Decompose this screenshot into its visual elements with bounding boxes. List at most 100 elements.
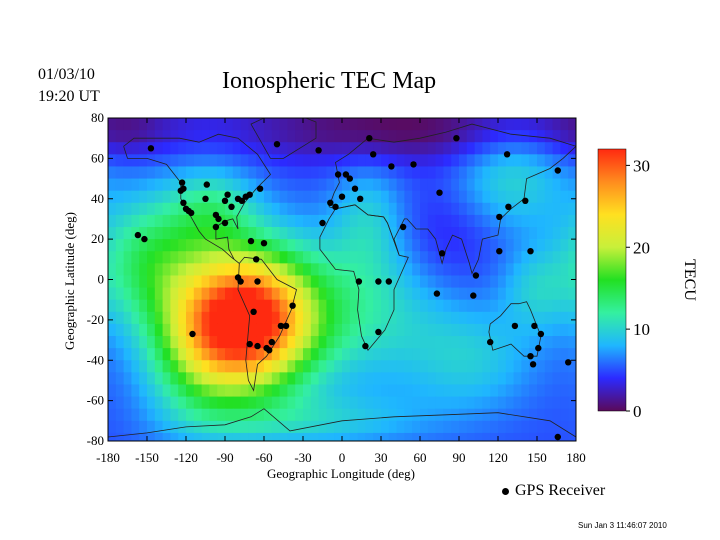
heat-cell <box>256 251 265 264</box>
heat-cell <box>108 287 117 301</box>
heat-cell <box>131 372 140 386</box>
heat-cell <box>123 408 132 422</box>
heat-cell <box>279 372 288 386</box>
heat-cell <box>248 130 257 143</box>
heat-cell <box>108 408 117 422</box>
x-tick-label: 150 <box>527 450 547 465</box>
heat-cell <box>201 251 210 264</box>
heat-cell <box>357 360 366 373</box>
heat-cell <box>466 348 476 361</box>
heat-cell <box>318 384 327 398</box>
gps-receiver-point <box>180 185 187 192</box>
colorbar-tick-label: 30 <box>633 156 650 175</box>
heat-cell <box>334 384 343 398</box>
heat-cell <box>232 142 242 155</box>
heat-cell <box>147 214 156 228</box>
x-tick-label: -150 <box>135 450 159 465</box>
heat-cell <box>349 311 359 325</box>
heat-cell <box>342 275 351 289</box>
heat-cell <box>381 384 390 398</box>
heat-cell <box>186 311 195 325</box>
heat-cell <box>310 166 320 180</box>
heat-cell <box>271 420 281 434</box>
heat-cell <box>287 408 296 422</box>
heat-cell <box>544 190 554 204</box>
heat-cell <box>139 227 148 240</box>
heat-cell <box>170 142 179 155</box>
heat-cell <box>474 190 483 204</box>
heat-cell <box>334 396 343 410</box>
heat-cell <box>513 263 522 277</box>
heat-cell <box>521 239 530 252</box>
heat-cell <box>529 178 538 192</box>
heat-cell <box>209 178 218 192</box>
heat-cell <box>108 336 117 349</box>
heat-cell <box>295 408 304 422</box>
heat-cell <box>342 420 351 434</box>
heat-cell <box>396 166 405 180</box>
heat-cell <box>326 372 335 386</box>
heat-cell <box>123 420 132 434</box>
heat-cell <box>162 396 171 410</box>
heat-cell <box>139 396 148 410</box>
heat-cell <box>388 299 398 313</box>
heat-cell <box>568 432 576 441</box>
heat-cell <box>193 166 203 180</box>
heat-cell <box>154 336 164 349</box>
heat-cell <box>193 227 203 240</box>
heat-cell <box>482 420 491 434</box>
heat-cell <box>225 166 234 180</box>
heat-cell <box>404 348 413 361</box>
heat-cell <box>248 360 257 373</box>
heat-cell <box>162 227 171 240</box>
heat-cell <box>162 432 171 441</box>
heat-cell <box>505 432 515 441</box>
heat-cell <box>225 408 234 422</box>
heat-cell <box>318 202 327 216</box>
heat-cell <box>318 360 327 373</box>
heat-cell <box>147 420 156 434</box>
heat-cell <box>264 384 273 398</box>
heat-cell <box>334 360 343 373</box>
heat-cell <box>381 142 390 155</box>
heat-cell <box>529 214 538 228</box>
heat-cell <box>552 348 561 361</box>
heat-cell <box>466 239 476 252</box>
heat-cell <box>217 263 226 277</box>
heat-cell <box>396 299 405 313</box>
heat-cell <box>264 227 273 240</box>
heat-cell <box>451 214 460 228</box>
heat-cell <box>560 227 569 240</box>
heat-cell <box>256 408 265 422</box>
heat-cell <box>552 118 561 131</box>
heat-cell <box>287 118 296 131</box>
heat-cell <box>466 372 476 386</box>
heat-cell <box>310 118 320 131</box>
gps-receiver-point <box>410 161 417 168</box>
heat-cell <box>404 202 413 216</box>
heat-cell <box>178 299 187 313</box>
heat-cell <box>240 287 249 301</box>
heat-cell <box>357 263 366 277</box>
heat-cell <box>396 348 405 361</box>
heat-cell <box>552 372 561 386</box>
heat-cell <box>225 178 234 192</box>
heat-cell <box>115 227 125 240</box>
heat-cell <box>505 239 515 252</box>
gps-receiver-point <box>254 342 261 350</box>
chart-title: Ionospheric TEC Map <box>222 68 437 94</box>
heat-cell <box>568 384 576 398</box>
heat-cell <box>295 214 304 228</box>
heat-cell <box>381 372 390 386</box>
heat-cell <box>334 408 343 422</box>
heat-cell <box>396 190 405 204</box>
heat-cell <box>412 311 421 325</box>
heat-cell <box>404 118 413 131</box>
heat-cell <box>498 227 507 240</box>
heat-cell <box>342 336 351 349</box>
heat-cell <box>342 372 351 386</box>
heat-cell <box>349 142 359 155</box>
heat-cell <box>505 311 515 325</box>
heat-cell <box>108 178 117 192</box>
heat-cell <box>451 408 460 422</box>
